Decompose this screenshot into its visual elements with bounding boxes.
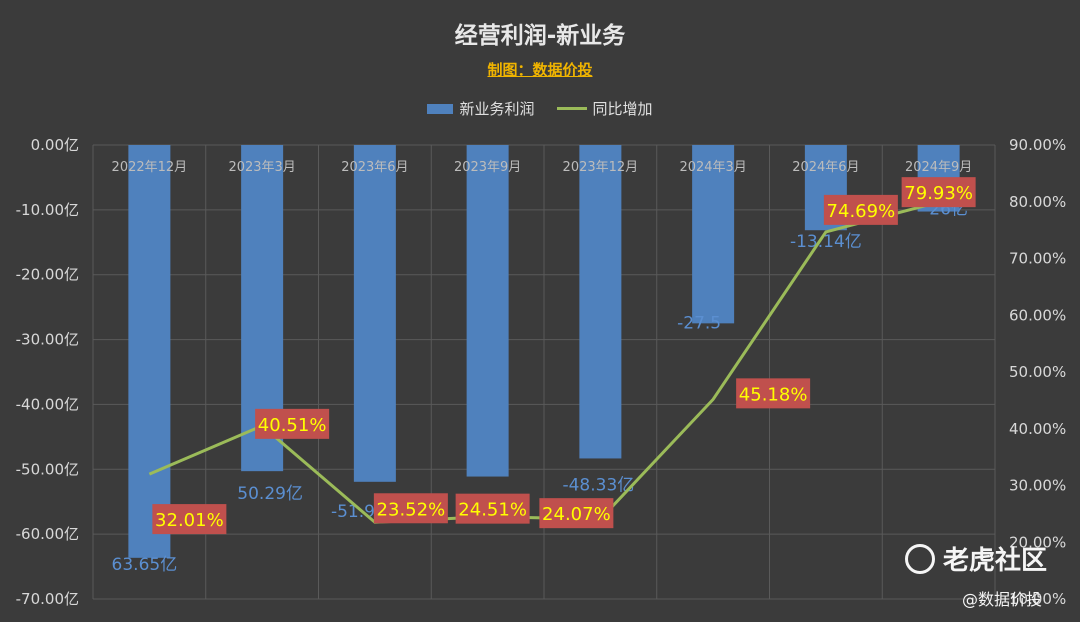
chart-subtitle: 制图：数据价投: [487, 61, 593, 79]
y-right-tick-label: 80.00%: [1009, 193, 1066, 211]
y-right-tick-label: 50.00%: [1009, 363, 1066, 381]
line-data-label: 24.51%: [458, 500, 527, 521]
x-tick-label: 2022年12月: [112, 160, 188, 175]
line-data-label: 40.51%: [258, 415, 327, 436]
legend-item-line: 同比增加: [556, 98, 653, 119]
y-right-tick-label: 40.00%: [1009, 420, 1066, 438]
y-right-tick-label: 20.00%: [1009, 533, 1066, 551]
bar: [128, 145, 171, 558]
y-right-tick-label: 30.00%: [1009, 477, 1066, 495]
x-tick-label: 2023年3月: [228, 160, 295, 175]
legend-bar-swatch: [427, 103, 454, 114]
x-tick-label: 2023年9月: [454, 160, 521, 175]
legend-line-swatch: [556, 107, 587, 110]
x-tick-label: 2024年9月: [905, 160, 972, 175]
line-data-label-box: [823, 194, 898, 225]
legend-item-bar: 新业务利润: [427, 98, 535, 119]
line-data-label-box: [152, 504, 227, 535]
line-data-label-box: [255, 408, 330, 439]
bar: [692, 145, 735, 324]
watermark: 老虎社区: [905, 540, 1047, 577]
watermark-author: @数据价投: [962, 590, 1043, 609]
line-data-label: 74.69%: [827, 201, 896, 222]
y-left-tick-label: -60.00亿: [16, 525, 79, 543]
bar: [466, 145, 509, 477]
line-data-label-box: [736, 378, 811, 409]
line-data-label: 32.01%: [155, 510, 224, 531]
x-tick-label: 2023年6月: [341, 160, 408, 175]
bar: [353, 145, 396, 482]
legend-bar-label: 新业务利润: [459, 100, 535, 118]
y-right-tick-label: 70.00%: [1009, 250, 1066, 268]
line-data-label-box: [455, 493, 530, 524]
line-data-label-box: [539, 498, 614, 529]
y-left-tick-label: -70.00亿: [16, 590, 79, 608]
x-tick-label: 2024年3月: [679, 160, 746, 175]
bar: [579, 145, 622, 459]
y-left-tick-label: 0.00亿: [31, 136, 79, 154]
y-right-tick-label: 90.00%: [1009, 136, 1066, 154]
y-left-tick-label: -10.00亿: [16, 201, 79, 219]
y-left-tick-label: -50.00亿: [16, 460, 79, 478]
chart-legend: 新业务利润 同比增加: [0, 98, 1080, 119]
bar-data-label: -13.14亿: [790, 232, 862, 252]
bar-data-label: 50.29亿: [237, 484, 303, 504]
chart-title: 经营利润-新业务: [454, 23, 626, 49]
bar-data-label: -48.33亿: [562, 475, 634, 495]
y-right-tick-label: 10.00%: [1009, 590, 1066, 608]
x-tick-label: 2023年12月: [563, 160, 639, 175]
line-data-label: 79.93%: [904, 183, 973, 204]
line-data-label: 24.07%: [542, 504, 611, 525]
watermark-brand: 老虎社区: [943, 546, 1048, 576]
bar-data-label: 63.65亿: [112, 555, 178, 575]
line-data-label: 45.18%: [739, 384, 808, 405]
line-data-label-box: [373, 493, 448, 524]
x-tick-label: 2024年6月: [792, 160, 859, 175]
y-left-tick-label: -30.00亿: [16, 331, 79, 349]
line-data-label-box: [901, 177, 976, 208]
y-left-tick-label: -20.00亿: [16, 266, 79, 284]
y-right-tick-label: 60.00%: [1009, 306, 1066, 324]
line-data-label: 23.52%: [377, 499, 446, 520]
tiger-logo-icon: [905, 543, 935, 574]
legend-line-label: 同比增加: [592, 100, 653, 118]
bar-data-label: -27.5: [677, 313, 721, 333]
y-left-tick-label: -40.00亿: [16, 395, 79, 413]
